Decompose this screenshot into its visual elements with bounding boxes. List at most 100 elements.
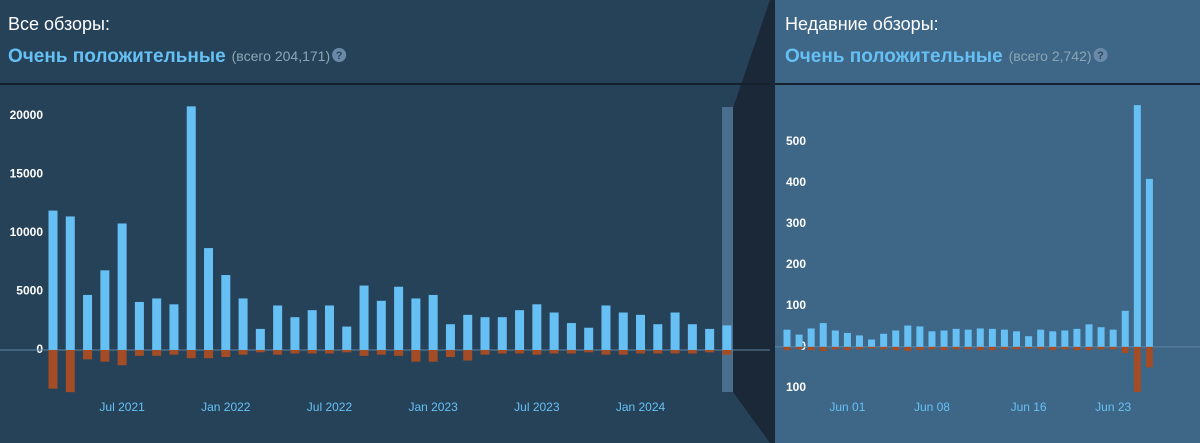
bar bbox=[964, 346, 972, 350]
bar bbox=[1133, 105, 1141, 347]
bar bbox=[988, 346, 996, 351]
bar bbox=[1049, 331, 1057, 347]
bar bbox=[940, 330, 948, 347]
bar bbox=[1061, 346, 1069, 350]
bar bbox=[1097, 327, 1105, 347]
bar bbox=[868, 339, 876, 347]
bar bbox=[976, 346, 984, 351]
bar bbox=[952, 328, 960, 347]
bar bbox=[394, 349, 404, 356]
review-total: (всего 204,171) bbox=[232, 48, 330, 64]
help-icon-glyph: ? bbox=[1097, 50, 1104, 62]
bar bbox=[1037, 346, 1045, 350]
bar bbox=[359, 285, 369, 350]
x-tick-label: Jan 2022 bbox=[201, 400, 251, 414]
bar bbox=[566, 349, 576, 354]
bar bbox=[1073, 328, 1081, 347]
y-tick-label: 0 bbox=[799, 339, 806, 353]
right-panel bbox=[770, 0, 1200, 443]
bar bbox=[480, 349, 490, 355]
bar bbox=[445, 349, 455, 358]
bar bbox=[204, 349, 214, 359]
bar bbox=[273, 349, 283, 355]
bar bbox=[795, 334, 803, 347]
bar bbox=[795, 346, 803, 350]
bar bbox=[134, 301, 144, 350]
bar bbox=[1061, 330, 1069, 347]
bar bbox=[1073, 346, 1081, 351]
bar bbox=[83, 349, 93, 360]
bar bbox=[515, 349, 525, 354]
bar bbox=[1025, 346, 1033, 349]
bar bbox=[497, 317, 507, 350]
bar bbox=[290, 349, 300, 354]
bar bbox=[892, 330, 900, 347]
x-tick-label: Jun 01 bbox=[829, 400, 865, 414]
bar bbox=[601, 349, 611, 355]
rating: Очень положительные bbox=[785, 46, 1003, 67]
zoom-connector bbox=[733, 0, 775, 443]
bar bbox=[428, 349, 438, 362]
bar bbox=[255, 349, 265, 353]
bar bbox=[855, 346, 863, 350]
y-tick-label: 100 bbox=[786, 298, 806, 312]
selection-highlight bbox=[722, 107, 733, 392]
bar bbox=[940, 346, 948, 351]
x-tick-label: Jan 2024 bbox=[616, 400, 666, 414]
bar bbox=[584, 327, 594, 350]
bar bbox=[892, 346, 900, 351]
bar bbox=[152, 298, 162, 350]
bar bbox=[532, 304, 542, 350]
bar bbox=[445, 324, 455, 350]
bar bbox=[584, 349, 594, 353]
bar bbox=[904, 325, 912, 347]
rating-line: Очень положительные (всего 204,171) bbox=[8, 46, 330, 67]
left-panel bbox=[0, 0, 770, 443]
x-tick-label: Jan 2023 bbox=[408, 400, 458, 414]
bar bbox=[636, 314, 646, 350]
bar bbox=[928, 331, 936, 347]
bar bbox=[48, 210, 58, 350]
rating: Очень положительные bbox=[8, 46, 226, 67]
bar bbox=[868, 346, 876, 349]
bar bbox=[783, 329, 791, 347]
bar bbox=[169, 349, 179, 355]
bar bbox=[532, 349, 542, 355]
help-icon bbox=[332, 48, 347, 62]
bar bbox=[169, 304, 179, 350]
bar bbox=[1000, 346, 1008, 350]
bar bbox=[988, 328, 996, 347]
bar bbox=[964, 329, 972, 347]
bar bbox=[204, 248, 214, 350]
bar bbox=[376, 300, 386, 350]
y-tick-label: 100 bbox=[786, 380, 806, 394]
bar bbox=[221, 275, 231, 350]
bar bbox=[307, 310, 317, 350]
bar bbox=[1121, 346, 1129, 354]
y-tick-label: 200 bbox=[786, 257, 806, 271]
bar bbox=[1145, 346, 1153, 368]
bar bbox=[100, 270, 110, 350]
bar bbox=[1109, 329, 1117, 347]
bar bbox=[653, 324, 663, 350]
y-tick-label: 20000 bbox=[10, 108, 44, 122]
bar bbox=[463, 349, 473, 361]
bar bbox=[463, 314, 473, 350]
rating-line: Очень положительные (всего 2,742) bbox=[785, 46, 1092, 67]
y-tick-label: 0 bbox=[36, 342, 43, 356]
bar bbox=[819, 346, 827, 351]
bar bbox=[904, 346, 912, 351]
bar bbox=[186, 349, 196, 359]
bar bbox=[1145, 178, 1153, 347]
x-tick-label: Jul 2022 bbox=[307, 400, 353, 414]
bar bbox=[342, 349, 352, 353]
bar bbox=[134, 349, 144, 356]
bar bbox=[411, 349, 421, 362]
bar bbox=[880, 333, 888, 347]
bar bbox=[1013, 331, 1021, 347]
bar bbox=[117, 349, 127, 366]
bar bbox=[636, 349, 646, 354]
x-tick-label: Jul 2023 bbox=[514, 400, 560, 414]
bar bbox=[1085, 346, 1093, 351]
